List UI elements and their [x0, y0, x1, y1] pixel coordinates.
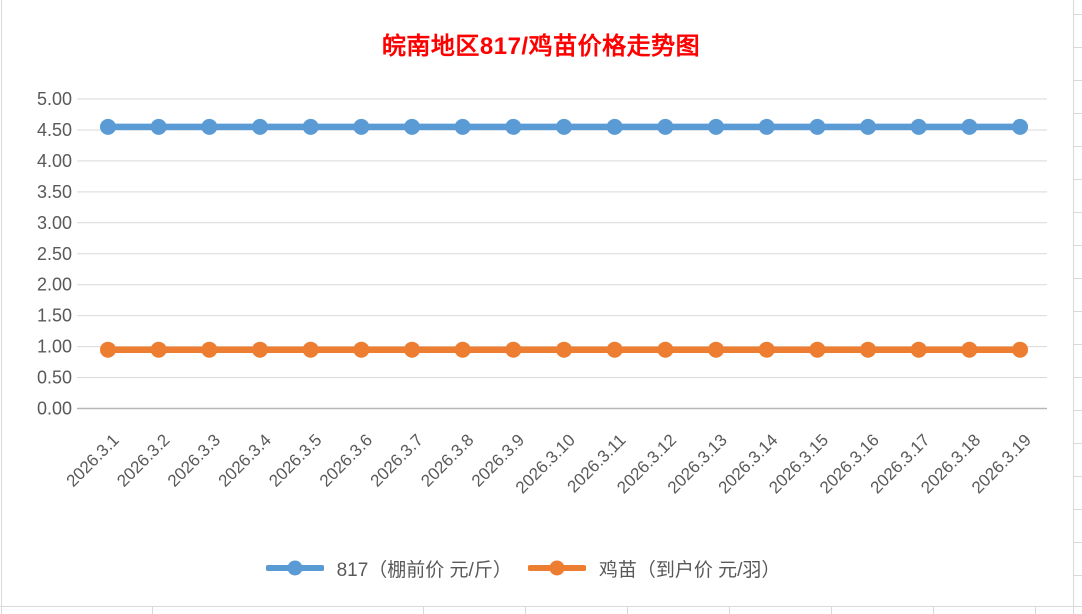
svg-text:4.00: 4.00	[37, 151, 72, 171]
line-marker-icon	[265, 560, 324, 576]
svg-text:2026.3.2: 2026.3.2	[113, 430, 173, 490]
svg-text:2.00: 2.00	[37, 275, 72, 295]
svg-text:3.50: 3.50	[37, 182, 72, 202]
svg-text:1.00: 1.00	[37, 337, 72, 357]
legend-item-817[interactable]: 817（棚前价 元/斤）	[265, 555, 512, 582]
svg-text:5.00: 5.00	[37, 89, 72, 109]
svg-text:2026.3.5: 2026.3.5	[265, 430, 325, 490]
svg-text:4.50: 4.50	[37, 120, 72, 140]
svg-text:2026.3.8: 2026.3.8	[417, 430, 477, 490]
legend-label-jimiao: 鸡苗（到户价 元/羽）	[598, 559, 781, 581]
legend-item-jimiao[interactable]: 鸡苗（到户价 元/羽）	[527, 555, 781, 582]
chart-title[interactable]: 皖南地区817/鸡苗价格走势图	[381, 33, 701, 60]
svg-text:2026.3.3: 2026.3.3	[164, 430, 224, 490]
line-marker-icon	[527, 560, 586, 576]
svg-text:0.00: 0.00	[37, 399, 72, 419]
worksheet-gridline-right	[1073, 0, 1074, 614]
legend: 817（棚前价 元/斤） 鸡苗（到户价 元/羽）	[0, 553, 1046, 583]
svg-text:2026.3.1: 2026.3.1	[63, 430, 123, 490]
svg-text:2026.3.7: 2026.3.7	[367, 430, 427, 490]
svg-text:3.00: 3.00	[37, 213, 72, 233]
svg-text:2.50: 2.50	[37, 244, 72, 264]
svg-text:2026.3.4: 2026.3.4	[215, 430, 275, 490]
svg-text:0.50: 0.50	[37, 368, 72, 388]
worksheet-gridline-left	[1, 0, 2, 614]
worksheet-gridline-bottom	[0, 606, 1082, 607]
legend-label-817: 817（棚前价 元/斤）	[336, 559, 512, 581]
svg-text:1.50: 1.50	[37, 306, 72, 326]
svg-text:2026.3.6: 2026.3.6	[316, 430, 376, 490]
